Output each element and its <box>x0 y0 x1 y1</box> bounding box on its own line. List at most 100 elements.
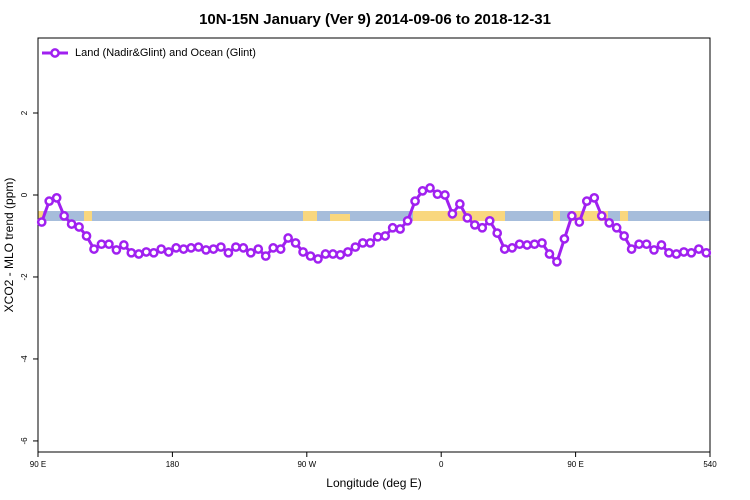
x-tick-label: 90 E <box>567 460 583 469</box>
land-patch <box>572 211 608 221</box>
data-point <box>357 238 368 248</box>
land-ocean-strip <box>38 211 710 221</box>
data-point <box>148 247 159 258</box>
x-tick-label: 90 E <box>30 460 46 469</box>
data-point <box>119 240 129 250</box>
data-point <box>686 247 697 258</box>
y-tick-label: -6 <box>20 437 29 445</box>
data-point <box>104 239 114 250</box>
data-point <box>111 245 122 255</box>
data-point <box>402 215 413 226</box>
data-point <box>260 251 271 261</box>
data-point <box>231 242 241 252</box>
data-point <box>679 247 689 257</box>
data-point <box>447 208 458 219</box>
data-point <box>320 249 331 259</box>
ocean-band <box>38 211 710 221</box>
data-point <box>395 224 405 234</box>
data-point <box>59 211 69 221</box>
data-point <box>387 222 398 233</box>
data-point <box>477 222 488 233</box>
data-point <box>81 231 92 241</box>
data-point <box>574 217 585 227</box>
data-point <box>589 193 600 203</box>
data-point <box>410 196 420 206</box>
data-point <box>611 222 622 233</box>
data-point <box>141 247 152 257</box>
data-point <box>51 193 62 203</box>
data-point <box>335 249 346 260</box>
data-point <box>380 231 391 241</box>
data-point <box>156 244 167 254</box>
y-tick-label: -4 <box>20 355 29 363</box>
data-point <box>126 247 137 258</box>
data-point <box>693 244 704 254</box>
data-point <box>499 244 510 254</box>
x-tick-label: 0 <box>439 460 444 469</box>
data-point <box>171 243 181 253</box>
data-point <box>245 247 256 258</box>
land-patch <box>84 211 92 221</box>
data-point <box>216 242 226 252</box>
plot-frame <box>37 37 711 453</box>
data-point <box>178 244 189 254</box>
data-point <box>193 242 204 252</box>
x-tick-label: 540 <box>703 460 717 469</box>
data-point <box>552 256 562 267</box>
land-patch <box>330 214 350 221</box>
legend-label: Land (Nadir&Glint) and Ocean (Glint) <box>75 47 256 59</box>
data-point <box>290 238 301 248</box>
data-point <box>238 243 249 253</box>
land-patch <box>413 211 505 221</box>
data-point <box>619 231 629 241</box>
data-point <box>469 220 480 230</box>
data-point <box>36 217 47 227</box>
data-point <box>462 213 473 223</box>
data-point <box>626 244 637 254</box>
x-axis-label: Longitude (deg E) <box>326 476 421 490</box>
y-axis-label: XCO2 - MLO trend (ppm) <box>2 178 16 313</box>
data-point <box>634 239 644 250</box>
x-tick-label: 90 W <box>297 460 316 469</box>
data-point <box>74 222 84 232</box>
data-point <box>507 243 517 253</box>
data-point <box>581 196 592 206</box>
data-point <box>492 228 503 238</box>
data-point <box>133 249 144 259</box>
x-tick-label: 180 <box>166 460 180 469</box>
data-point <box>559 234 570 244</box>
data-point <box>268 243 279 253</box>
data-point <box>298 247 308 257</box>
data-point <box>432 189 443 200</box>
data-point <box>283 233 293 243</box>
data-point <box>656 240 667 250</box>
data-point <box>440 190 450 200</box>
data-point <box>544 249 555 259</box>
data-point <box>208 244 219 254</box>
data-point <box>604 218 615 228</box>
data-point <box>567 211 577 221</box>
data-point <box>701 247 712 258</box>
data-point <box>328 249 338 259</box>
y-tick-label: 0 <box>20 192 29 197</box>
data-point <box>514 239 525 250</box>
data-point <box>522 240 532 250</box>
data-point <box>537 238 547 248</box>
data-point <box>163 247 174 257</box>
data-point <box>417 186 428 196</box>
data-point <box>641 239 652 250</box>
data-point <box>484 215 495 226</box>
data-point <box>186 243 196 253</box>
data-point <box>96 239 107 250</box>
chart-title: 10N-15N January (Ver 9) 2014-09-06 to 20… <box>199 11 551 28</box>
y-tick-label: -2 <box>20 273 29 281</box>
data-point <box>671 249 682 259</box>
data-point <box>201 245 211 255</box>
data-point <box>365 238 376 248</box>
data-point <box>89 244 99 254</box>
land-patch <box>38 211 43 221</box>
data-point <box>313 254 323 264</box>
data-point <box>305 251 316 261</box>
data-point <box>223 247 234 258</box>
